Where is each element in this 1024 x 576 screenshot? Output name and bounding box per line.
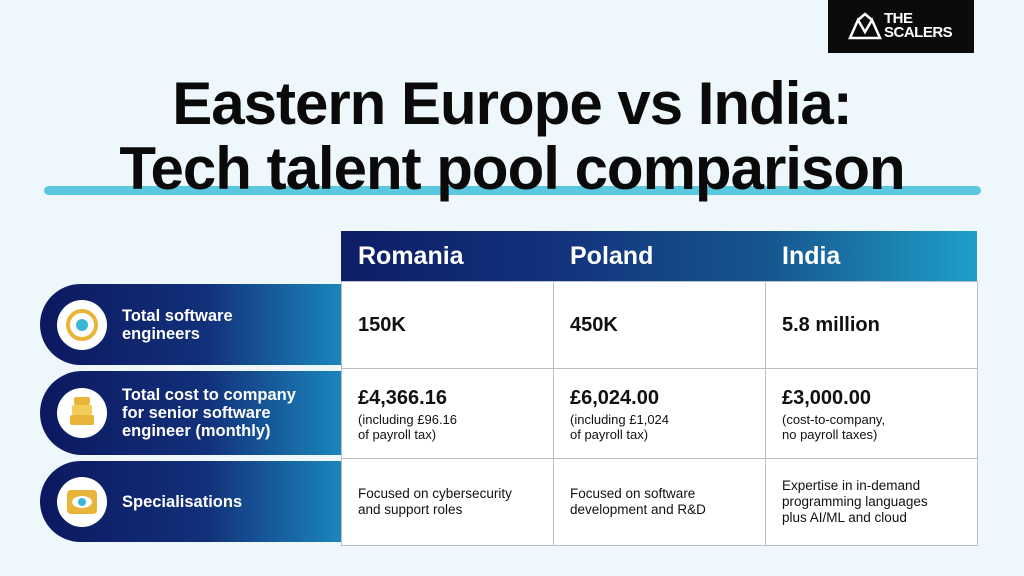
cell-value: 150K [358, 314, 406, 336]
logo-icon [848, 12, 882, 40]
cell-note: (cost-to-company, no payroll taxes) [782, 412, 977, 442]
row-icon [57, 388, 107, 438]
row-label: Total software engineers [40, 284, 341, 365]
note-line: (including £96.16 [358, 411, 458, 427]
note-line: (including £1,024 [570, 411, 670, 427]
brand-logo: THE SCALERS [828, 0, 974, 53]
label-line: for senior software [122, 404, 271, 422]
table-cell: Focused on cybersecurity and support role… [341, 458, 554, 546]
cell-value: £4,366.16 [358, 386, 447, 409]
column-header: India [765, 231, 977, 281]
text-line: and support roles [358, 502, 463, 517]
table-cell: 450K [553, 281, 766, 369]
note-line: of payroll tax) [570, 426, 649, 442]
cell-note: (including £1,024 of payroll tax) [570, 412, 765, 442]
cell-text: Focused on software development and R&D [570, 486, 765, 518]
column-header: Poland [553, 231, 765, 281]
cell-note: (including £96.16 of payroll tax) [358, 412, 553, 442]
text-line: Focused on software [570, 486, 696, 501]
row-label-text: Total software engineers [122, 284, 233, 365]
note-line: of payroll tax) [358, 426, 437, 442]
cell-text: Focused on cybersecurity and support role… [358, 486, 553, 518]
table-cell: Expertise in in-demand programming langua… [765, 458, 978, 546]
brand-line: SCALERS [884, 24, 953, 41]
row-label: Specialisations [40, 461, 341, 542]
text-line: plus AI/ML and cloud [782, 510, 907, 525]
text-line: Expertise in in-demand [782, 478, 921, 493]
row-icon [57, 299, 107, 350]
table-cell: £3,000.00 (cost-to-company, no payroll tax… [765, 368, 978, 459]
note-line: (cost-to-company, [782, 411, 886, 427]
cell-value: 5.8 million [782, 314, 880, 336]
row-label-text: Specialisations [122, 461, 242, 542]
label-line: Total software [122, 306, 233, 325]
cell-text: Expertise in in-demand programming langua… [782, 478, 977, 526]
title-line: Eastern Europe vs India: [172, 70, 853, 137]
label-line: engineers [122, 324, 200, 343]
label-line: engineer (monthly) [122, 422, 271, 440]
row-icon [57, 476, 107, 527]
table-cell: 150K [341, 281, 554, 369]
cell-value: £6,024.00 [570, 386, 659, 409]
title-line: Tech talent pool comparison [119, 135, 905, 202]
text-line: programming languages [782, 494, 928, 509]
text-line: Focused on cybersecurity [358, 486, 512, 501]
table-cell: £6,024.00 (including £1,024 of payroll tax… [553, 368, 766, 459]
cell-value: £3,000.00 [782, 386, 871, 409]
table-cell: 5.8 million [765, 281, 978, 369]
cell-value: 450K [570, 314, 618, 336]
table-cell: Focused on software development and R&D [553, 458, 766, 546]
column-header: Romania [341, 231, 553, 281]
title-underline [44, 186, 981, 195]
label-line: Total cost to company [122, 386, 296, 404]
row-label: Total cost to company for senior software… [40, 371, 341, 455]
row-label-text: Total cost to company for senior software… [122, 371, 296, 455]
note-line: no payroll taxes) [782, 426, 878, 442]
brand-line: THE [884, 10, 913, 27]
table-cell: £4,366.16 (including £96.16 of payroll tax… [341, 368, 554, 459]
label-line: Specialisations [122, 492, 243, 511]
text-line: development and R&D [570, 502, 706, 517]
